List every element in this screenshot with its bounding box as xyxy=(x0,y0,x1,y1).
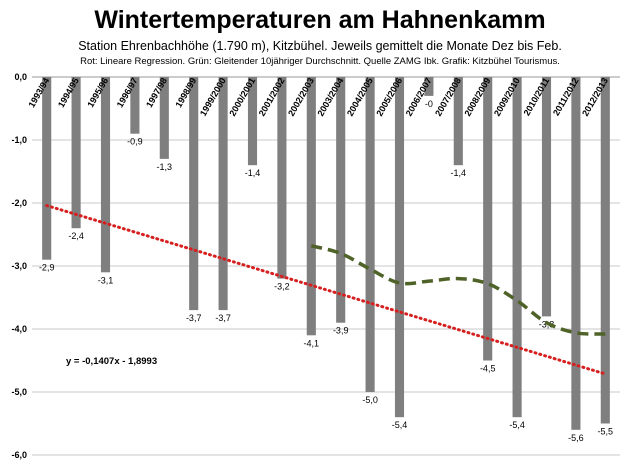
moving-average-line xyxy=(310,244,606,336)
data-label: -1,3 xyxy=(157,162,173,172)
data-label: -3,2 xyxy=(274,282,290,292)
bar xyxy=(42,77,52,260)
data-label: -5,6 xyxy=(568,433,584,443)
data-labels: -2,9 -2,4 -3,1 -0,9 -1,3 -3,7 -3,7 -1,4 -3,2 -4,1… xyxy=(39,99,613,443)
data-label: -2,4 xyxy=(68,231,84,241)
bar xyxy=(159,77,169,159)
regression-line xyxy=(45,204,607,376)
data-label: -0 xyxy=(425,99,433,109)
data-label: -5,5 xyxy=(598,427,614,437)
data-label: -0,9 xyxy=(127,137,143,147)
y-tick-label: 0,0 xyxy=(14,72,27,82)
bar xyxy=(424,77,434,96)
bar xyxy=(189,77,199,311)
chart-subtitle: Station Ehrenbachhöhe (1.790 m), Kitzbüh… xyxy=(78,39,562,53)
y-axis-ticks: 0,0 -1,0 -2,0 -3,0 -4,0 -5,0 -6,0 xyxy=(11,72,27,460)
bar xyxy=(71,77,81,229)
category-label: 2006/2007 xyxy=(404,76,434,118)
bar xyxy=(218,77,228,311)
bar xyxy=(541,77,552,317)
y-tick-label: -5,0 xyxy=(11,387,27,397)
trend-lines xyxy=(45,204,607,376)
bar xyxy=(306,77,316,336)
chart-title: Wintertemperaturen am Hahnenkamm xyxy=(94,6,545,34)
data-label: -2,9 xyxy=(39,263,55,273)
data-label: -3,1 xyxy=(98,275,114,285)
data-label: -5,4 xyxy=(509,420,525,430)
y-tick-label: -4,0 xyxy=(11,324,27,334)
bar xyxy=(130,77,140,134)
bar xyxy=(512,77,522,418)
data-label: -1,4 xyxy=(451,168,467,178)
bar xyxy=(600,77,610,424)
bar xyxy=(365,77,375,392)
y-tick-label: -3,0 xyxy=(11,261,27,271)
bars xyxy=(42,77,610,430)
y-tick-label: -6,0 xyxy=(11,450,27,460)
category-labels: 1993/94 1994/95 1995/96 1996/97 1997/98 1998/… xyxy=(26,76,610,118)
bar xyxy=(277,77,287,279)
data-label: -1,4 xyxy=(245,168,261,178)
y-tick-label: -1,0 xyxy=(11,135,27,145)
bar xyxy=(394,77,405,418)
data-label: -3,9 xyxy=(333,326,349,336)
data-label: -5,4 xyxy=(392,420,408,430)
y-tick-label: -2,0 xyxy=(11,198,27,208)
bar xyxy=(483,77,493,361)
bar xyxy=(247,77,258,166)
bar xyxy=(336,77,346,323)
regression-equation: y = -0,1407x - 1,8993 xyxy=(66,356,157,367)
data-label: -4,1 xyxy=(304,338,320,348)
data-label: -3,7 xyxy=(215,313,231,323)
grid-lines xyxy=(32,76,620,456)
bar xyxy=(453,77,463,166)
data-label: -5,0 xyxy=(362,395,378,405)
chart-note: Rot: Lineare Regression. Grün: Gleitende… xyxy=(80,56,560,67)
bar xyxy=(100,77,111,273)
data-label: -3,7 xyxy=(186,313,202,323)
bar xyxy=(571,77,581,430)
data-label: -4,5 xyxy=(480,364,496,374)
